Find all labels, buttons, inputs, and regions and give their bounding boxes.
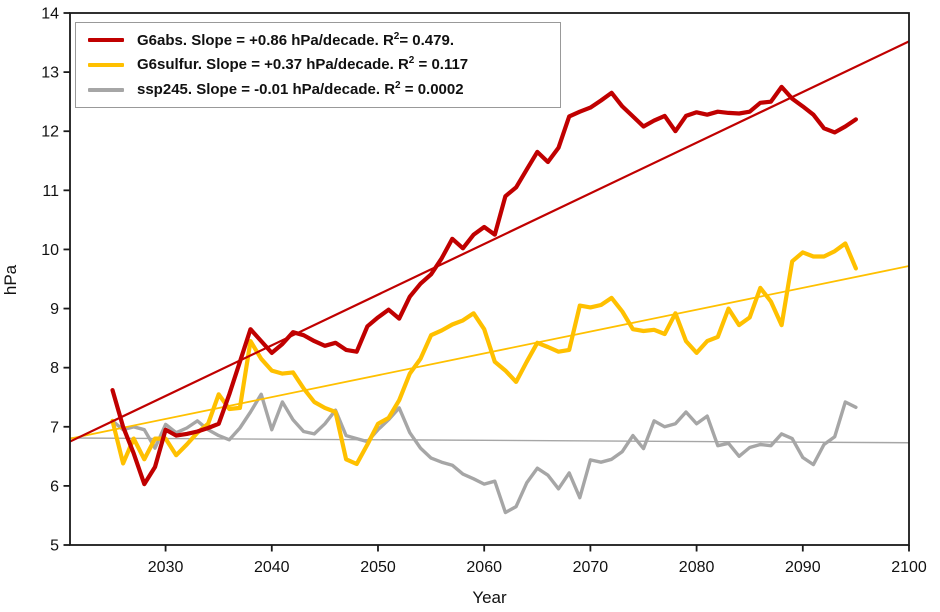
x-tick-label: 2100: [891, 559, 927, 576]
y-tick-label: 9: [50, 301, 59, 318]
x-tick-label: 2060: [466, 559, 502, 576]
g6abs-line-swatch: [88, 38, 124, 43]
y-axis-title: hPa: [1, 264, 20, 296]
g6abs-trend-line: [69, 40, 910, 443]
x-tick-label: 2040: [254, 559, 290, 576]
y-tick-label: 7: [50, 419, 59, 436]
ssp245-line-swatch: [88, 87, 124, 92]
legend-item-g6abs: G6abs. Slope = +0.86 hPa/decade. R2= 0.4…: [88, 30, 548, 49]
ssp245-line: [110, 392, 858, 515]
g6sulfur-line-swatch: [88, 62, 124, 67]
x-tick-label: 2030: [148, 559, 184, 576]
g6abs-line: [110, 84, 859, 487]
y-tick-label: 14: [41, 6, 59, 23]
x-tick-label: 2090: [785, 559, 821, 576]
legend-label-g6sulfur: G6sulfur. Slope = +0.37 hPa/decade. R2 =…: [137, 55, 469, 74]
y-tick-label: 10: [41, 242, 59, 259]
ssp245-trend-line: [69, 437, 910, 444]
y-tick-label: 8: [50, 360, 59, 377]
x-tick-label: 2050: [360, 559, 396, 576]
x-tick-label: 2070: [573, 559, 609, 576]
y-tick-label: 13: [41, 65, 59, 82]
legend-item-ssp245: ssp245. Slope = -0.01 hPa/decade. R2 = 0…: [88, 81, 548, 98]
y-tick-label: 11: [42, 183, 59, 200]
g6sulfur-trend-line: [69, 265, 910, 440]
x-axis-title: Year: [472, 588, 507, 607]
legend-label-ssp245: ssp245. Slope = -0.01 hPa/decade. R2 = 0…: [137, 80, 464, 99]
x-tick-label: 2080: [679, 559, 715, 576]
y-tick-label: 6: [50, 478, 59, 495]
legend-item-g6sulfur: G6sulfur. Slope = +0.37 hPa/decade. R2 =…: [88, 56, 548, 73]
g6sulfur-line: [110, 241, 859, 467]
legend: G6abs. Slope = +0.86 hPa/decade. R2= 0.4…: [75, 22, 561, 108]
legend-label-g6abs: G6abs. Slope = +0.86 hPa/decade. R2= 0.4…: [137, 30, 454, 49]
y-tick-label: 5: [50, 538, 59, 555]
y-tick-label: 12: [41, 124, 59, 141]
axes-frame: [69, 12, 910, 546]
